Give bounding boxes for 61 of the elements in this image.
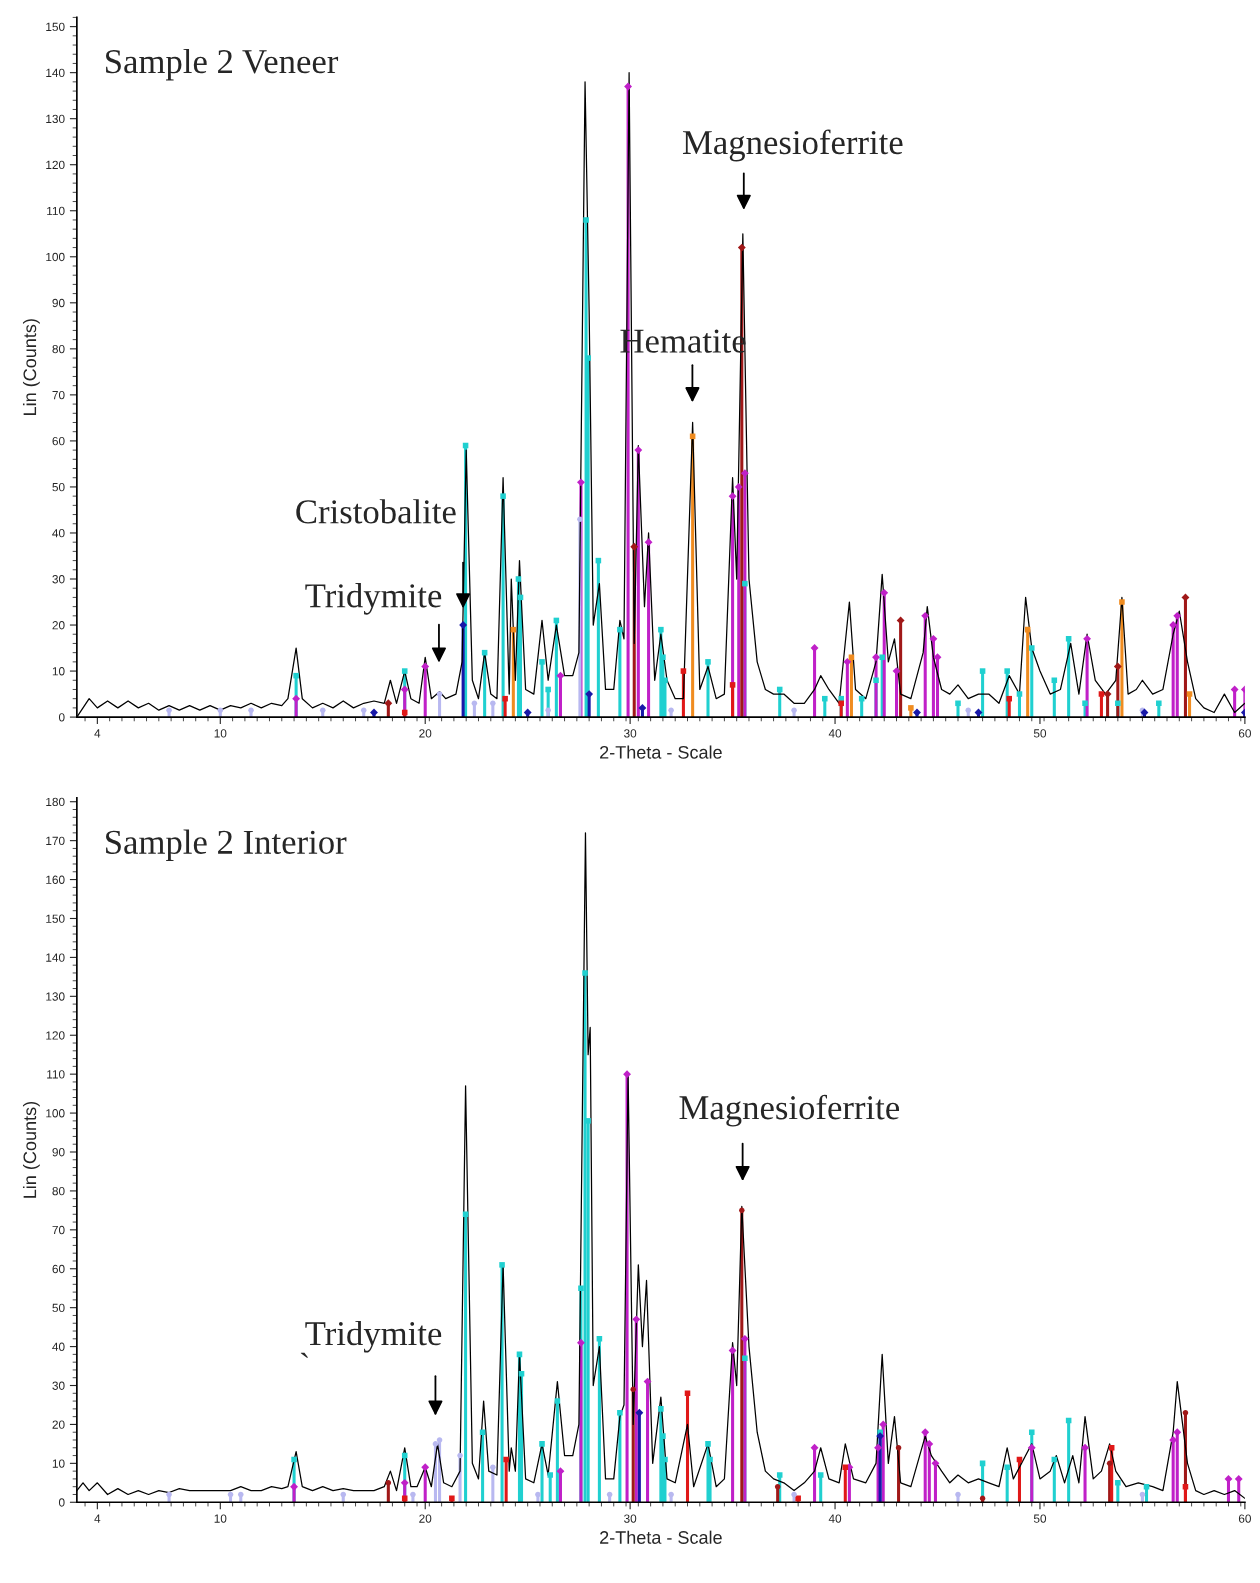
y-tick-label: 110 (47, 1070, 65, 1079)
y-tick-label: 10 (52, 1459, 65, 1468)
text: Sample 2 Interior (106, 829, 347, 862)
y-tick-label: 100 (46, 252, 65, 262)
x-axis-title: 2-Theta - Scale (600, 745, 722, 759)
y-tick-label: 70 (52, 1225, 65, 1235)
x-tick-label: 50 (1033, 1514, 1047, 1523)
y-tick-label: 120 (46, 1031, 65, 1040)
x-tick-label: 50 (1033, 729, 1047, 738)
y-tick-label: 150 (46, 914, 65, 923)
y-tick-label: 150 (46, 22, 65, 32)
x-tick-label: 4 (94, 729, 101, 738)
y-tick-label: 50 (52, 482, 65, 492)
y-tick-label: 90 (52, 1148, 65, 1157)
x-tick-label: 30 (624, 729, 637, 738)
annotation: Tridymite (305, 1320, 442, 1353)
y-tick-label: 160 (46, 875, 65, 884)
annotation: ` (300, 1352, 308, 1358)
x-tick-label: 10 (214, 1514, 227, 1523)
y-tick-label: 60 (52, 1264, 65, 1274)
y-tick-label: 50 (52, 1303, 65, 1313)
x-axis-title: 2-Theta - Scale (600, 1530, 722, 1544)
y-tick-label: 120 (46, 160, 65, 170)
y-tick-label: 40 (52, 1342, 65, 1351)
y-tick-label: 0 (58, 713, 65, 722)
y-tick-label: 10 (52, 667, 65, 676)
x-tick-label: 40 (828, 1514, 842, 1523)
x-tick-label: 60 (1238, 1514, 1251, 1523)
y-tick-label: 140 (46, 68, 65, 78)
y-tick-label: 90 (52, 298, 65, 308)
y-tick-label: 60 (52, 436, 65, 446)
y-tick-label: 70 (52, 390, 65, 400)
y-tick-label: 110 (47, 206, 65, 216)
y-axis-title: Lin (Counts) (22, 1101, 40, 1198)
y-tick-label: 140 (46, 953, 65, 962)
x-tick-label: 30 (624, 1514, 637, 1523)
y-tick-label: 130 (46, 992, 65, 1001)
annotation: Tridymite (305, 583, 442, 615)
y-tick-label: 80 (52, 1186, 65, 1196)
y-tick-label: 30 (52, 575, 65, 584)
x-tick-label: 20 (419, 729, 432, 738)
x-tick-label: 40 (828, 729, 842, 738)
annotation: Cristobalite (296, 499, 456, 524)
y-tick-label: 40 (52, 529, 65, 538)
x-tick-label: 60 (1238, 729, 1251, 738)
x-tick-label: 10 (214, 729, 227, 738)
y-axis-title: Lin (Counts) (22, 319, 40, 415)
annotation: Magnesioferrite (679, 1094, 900, 1127)
y-tick-label: 130 (46, 114, 65, 124)
y-tick-label: 30 (52, 1381, 65, 1390)
y-tick-label: 0 (58, 1498, 65, 1507)
y-tick-label: 20 (52, 1420, 65, 1429)
text: Sample 2 Veneer (106, 48, 339, 81)
y-tick-label: 180 (46, 797, 65, 807)
y-tick-label: 170 (46, 836, 65, 846)
annotation: Magnesioferrite (682, 129, 903, 162)
x-tick-label: 4 (94, 1514, 101, 1523)
y-tick-label: 80 (52, 344, 65, 354)
x-tick-label: 20 (419, 1514, 432, 1523)
y-tick-label: 100 (46, 1109, 65, 1118)
y-tick-label: 20 (52, 621, 65, 630)
